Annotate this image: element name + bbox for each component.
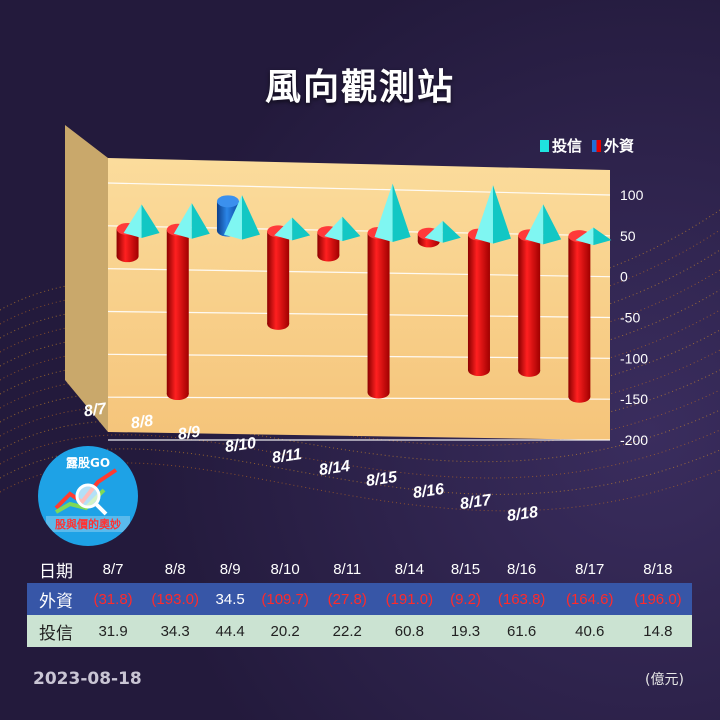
report-date: 2023-08-18 [33,669,142,689]
y-tick-label: -100 [620,350,648,366]
bar-foreign [367,226,390,399]
legend-item-trust: 投信 [540,135,582,156]
table-foreign-cell: 34.5 [215,590,245,608]
pyramid-trust [575,227,612,246]
pyramid-trust [424,220,461,243]
table-header-row: 日期 8/7 8/8 8/9 8/10 8/11 8/14 8/15 8/16 8/17 8/18 [27,555,692,583]
x-tick-label: 8/16 [411,480,446,502]
pyramid-trust [374,183,411,242]
legend-label-foreign: 外資 [604,137,635,155]
y-tick-label: -150 [620,391,648,407]
pyramid-trust [173,203,210,239]
table-foreign-cell: (164.6) [565,590,614,608]
table-foreign-cell: (191.0) [385,590,434,608]
table-foreign-label: 外資 [39,591,73,611]
table-foreign-cell: (9.2) [450,590,481,608]
table-date-cell: 8/18 [643,560,673,578]
y-tick-label: -50 [620,310,640,326]
y-tick-label: -200 [620,432,648,448]
pyramid-trust [324,216,361,242]
y-tick-label: 50 [620,228,636,244]
table-trust-cell: 34.3 [160,622,190,640]
table-date-cell: 8/9 [219,560,241,578]
x-tick-label: 8/8 [129,412,155,432]
table-date-cell: 8/10 [270,560,300,578]
magnifier-chart-icon [54,468,118,516]
table-foreign-cell: (193.0) [151,590,199,608]
table-date-cell: 8/16 [507,560,537,578]
legend-swatch-trust [540,140,549,152]
table-foreign-cell: (27.8) [327,590,367,608]
table-date-cell: 8/17 [575,560,605,578]
table-trust-cell: 31.9 [98,622,128,640]
table-foreign-cell: (163.8) [497,590,546,608]
table-date-cell: 8/11 [333,560,362,578]
table-trust-cell: 20.2 [270,622,300,640]
x-tick-label: 8/9 [176,423,202,444]
table-trust-cell: 19.3 [450,622,481,640]
legend-label-trust: 投信 [552,137,583,155]
x-tick-label: 8/18 [505,503,540,525]
pyramid-trust [474,185,511,244]
bar-foreign [166,223,189,401]
table-row-trust: 投信 31.9 34.3 44.4 20.2 22.2 60.8 19.3 61.6 40.6 1… [27,615,692,647]
pyramid-trust [223,195,260,240]
bar-foreign [518,229,541,377]
table-trust-cell: 22.2 [332,622,362,640]
table-foreign-cell: (109.7) [261,590,309,608]
table-trust-cell: 40.6 [575,622,605,640]
pyramid-trust [123,204,160,238]
table-date-cell: 8/14 [394,560,424,578]
legend: 投信 外資 [540,135,634,156]
unit-label: (億元) [645,672,684,688]
table-date-cell: 8/8 [164,560,186,578]
legend-swatch-foreign [592,140,602,152]
table-trust-cell: 61.6 [507,622,537,640]
legend-item-foreign: 外資 [592,135,634,156]
x-tick-label: 8/14 [317,457,352,479]
data-table: 日期 8/7 8/8 8/9 8/10 8/11 8/14 8/15 8/16 8/17 8/18… [27,555,692,647]
y-tick-label: 100 [620,187,644,203]
bar-foreign [267,225,290,330]
table-date-cell: 8/7 [102,560,124,578]
chart-area: 100 50 0 -50 -100 -150 -200 [65,125,648,448]
y-tick-label: 0 [620,269,628,285]
table-trust-cell: 60.8 [394,622,424,640]
brand-logo: 露股GO 股與價的奧妙 [38,446,138,546]
pyramid-trust [274,217,311,241]
table-foreign-cell: (31.8) [93,590,133,608]
chart-side-wall [65,125,108,432]
logo-top-text: 露股GO [65,456,111,470]
pyramid-trust [525,204,562,245]
bar-foreign [467,228,490,377]
x-tick-label: 8/7 [82,400,108,421]
x-tick-label: 8/10 [223,434,258,456]
table-trust-label: 投信 [39,623,73,643]
table-foreign-cell: (196.0) [634,590,682,608]
bar-foreign [568,230,591,403]
table-header-label: 日期 [39,561,73,581]
table-date-cell: 8/15 [450,560,481,578]
table-trust-cell: 44.4 [215,622,245,640]
logo-bottom-text: 股與價的奧妙 [46,516,130,532]
gridline [107,396,611,400]
gridline [107,182,611,196]
table-trust-cell: 14.8 [643,622,673,640]
chart-title: 風向觀測站 [264,67,455,108]
table-row-foreign: 外資 (31.8) (193.0) 34.5 (109.7) (27.8) (191.0)… [27,583,692,615]
